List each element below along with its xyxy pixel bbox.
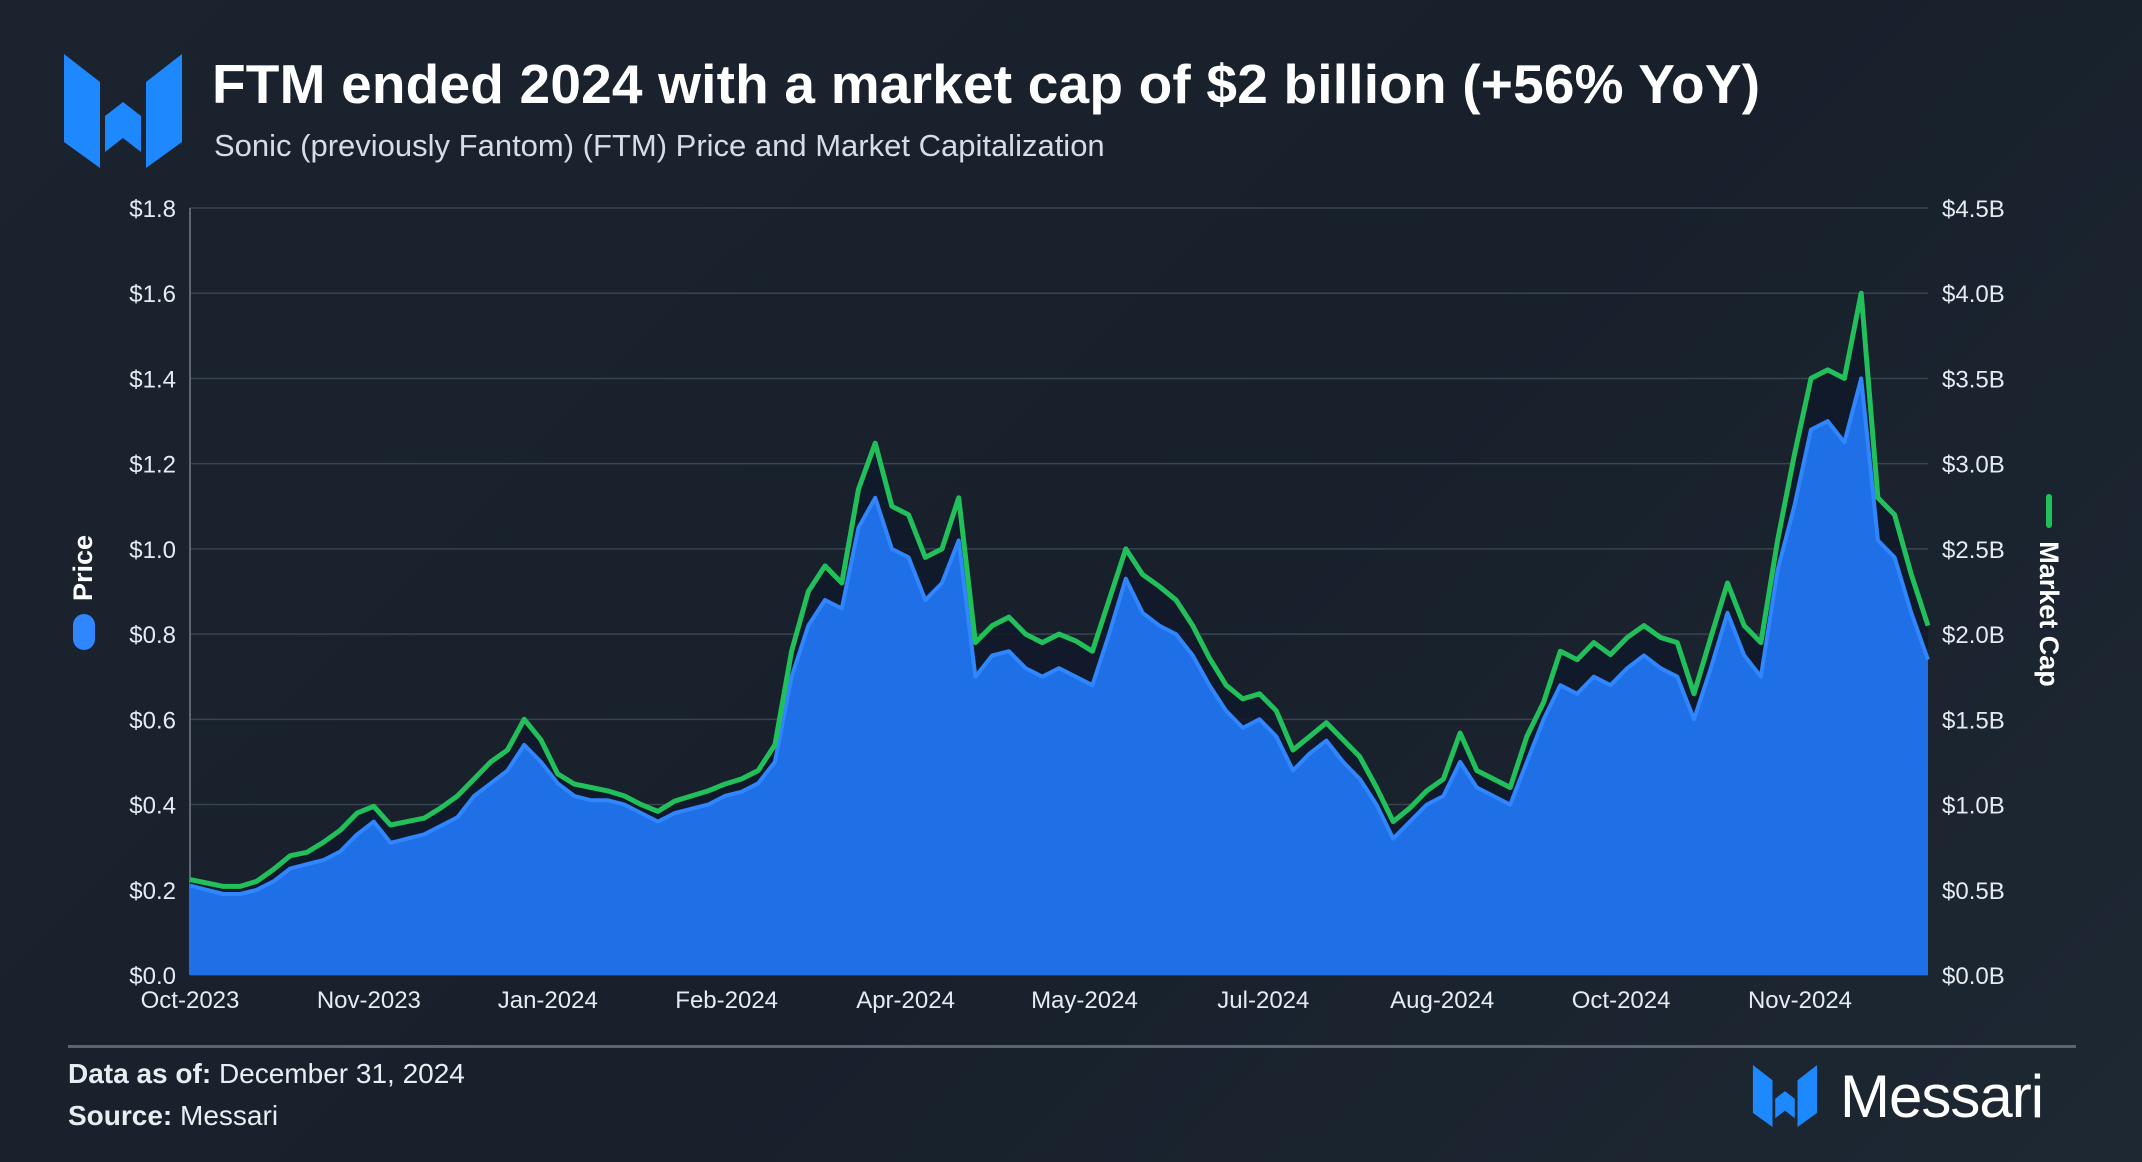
- y-right-tick-label: $1.5B: [1942, 707, 2005, 734]
- y-left-tick-label: $0.2: [129, 878, 176, 905]
- data-source: Source: Messari: [68, 1100, 278, 1132]
- data-date-value: December 31, 2024: [218, 1058, 465, 1089]
- y-right-tick-label: $0.0B: [1942, 963, 2005, 990]
- y-right-tick-label: $4.0B: [1942, 281, 2005, 308]
- x-tick-label: Nov-2024: [1748, 987, 1852, 1014]
- price-area: [190, 378, 1928, 975]
- footer-divider: [68, 1045, 2076, 1048]
- y-left-tick-label: $0.0: [129, 963, 176, 990]
- y-left-tick-label: $1.8: [129, 196, 176, 223]
- data-source-label: Source:: [68, 1100, 173, 1131]
- y-left-tick-label: $1.0: [129, 537, 176, 564]
- x-tick-label: Apr-2024: [856, 987, 955, 1014]
- y-right-tick-label: $3.5B: [1942, 366, 2005, 393]
- y-right-tick-label: $2.0B: [1942, 622, 2005, 649]
- y-right-tick-label: $1.0B: [1942, 793, 2005, 820]
- x-tick-label: Nov-2023: [317, 987, 421, 1014]
- market-cap-line: [189, 290, 1931, 889]
- price-legend-swatch: [73, 614, 95, 650]
- x-tick-label: Jul-2024: [1217, 987, 1309, 1014]
- chart-title: FTM ended 2024 with a market cap of $2 b…: [212, 53, 1761, 115]
- price-legend-label: Price: [68, 535, 98, 601]
- brand-name: Messari: [1840, 1062, 2044, 1130]
- messari-brand-icon: [1752, 1065, 1818, 1127]
- y-right-tick-label: $4.5B: [1942, 196, 2005, 223]
- x-tick-label: Feb-2024: [675, 987, 778, 1014]
- chart-subtitle: Sonic (previously Fantom) (FTM) Price an…: [214, 128, 1105, 163]
- y-left-tick-label: $1.2: [129, 452, 176, 479]
- brand-logo: Messari: [1752, 1063, 2044, 1130]
- price-line: [189, 376, 1930, 896]
- x-tick-label: Jan-2024: [498, 987, 598, 1014]
- y-right-tick-label: $2.5B: [1942, 537, 2005, 564]
- data-source-value: Messari: [180, 1100, 279, 1131]
- x-tick-label: May-2024: [1031, 987, 1138, 1014]
- y-right-tick-label: $3.0B: [1942, 452, 2005, 479]
- y-left-tick-label: $1.4: [129, 366, 176, 393]
- data-date: Data as of: December 31, 2024: [68, 1058, 465, 1090]
- x-tick-label: Oct-2024: [1572, 987, 1671, 1014]
- y-right-tick-label: $0.5B: [1942, 878, 2005, 905]
- y-left-tick-label: $0.6: [129, 707, 176, 734]
- market-cap-legend-label: Market Cap: [2034, 541, 2064, 687]
- y-left-tick-label: $0.4: [129, 793, 176, 820]
- x-tick-label: Aug-2024: [1390, 987, 1494, 1014]
- y-left-tick-label: $0.8: [129, 622, 176, 649]
- data-date-label: Data as of:: [68, 1058, 212, 1089]
- x-tick-label: Oct-2023: [141, 987, 240, 1014]
- messari-logo-icon: [64, 54, 182, 168]
- market-cap-legend-swatch: [2046, 494, 2052, 528]
- y-left-tick-label: $1.6: [129, 281, 176, 308]
